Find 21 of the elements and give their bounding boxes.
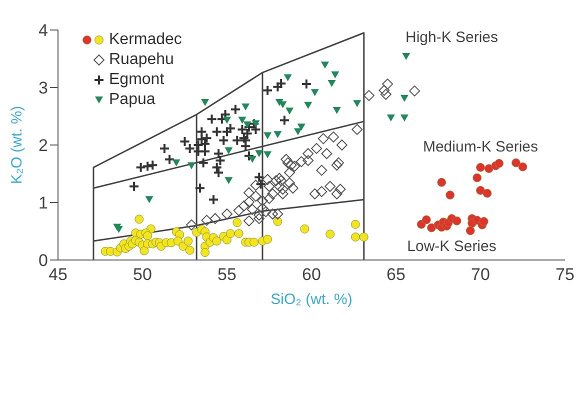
annotation: Low-K Series bbox=[407, 238, 496, 255]
x-tick-label: 60 bbox=[302, 265, 321, 284]
annotation: Medium-K Series bbox=[422, 138, 538, 156]
legend-label: Papua bbox=[109, 91, 156, 109]
y-tick-label: 0 bbox=[38, 251, 48, 270]
legend-label: Ruapehu bbox=[109, 51, 174, 69]
x-tick-label: 55 bbox=[218, 265, 236, 284]
annotation: High-K Series bbox=[405, 29, 498, 46]
x-tick-label: 70 bbox=[471, 265, 490, 284]
y-tick-label: 3 bbox=[38, 78, 48, 98]
x-axis-title: SiO₂ (wt. %) bbox=[270, 291, 352, 308]
y-axis-title: K₂O (wt. %) bbox=[8, 106, 26, 184]
x-tick-label: 65 bbox=[386, 265, 406, 284]
legend-label: Kermadec bbox=[109, 31, 182, 49]
y-tick-label: 4 bbox=[38, 21, 48, 40]
x-tick-label: 75 bbox=[556, 265, 574, 284]
x-tick-label: 45 bbox=[48, 265, 68, 284]
y-tick-label: 1 bbox=[38, 194, 48, 213]
y-tick-label: 2 bbox=[38, 136, 48, 156]
x-tick-label: 50 bbox=[133, 265, 152, 284]
legend-label: Egmont bbox=[109, 71, 164, 89]
